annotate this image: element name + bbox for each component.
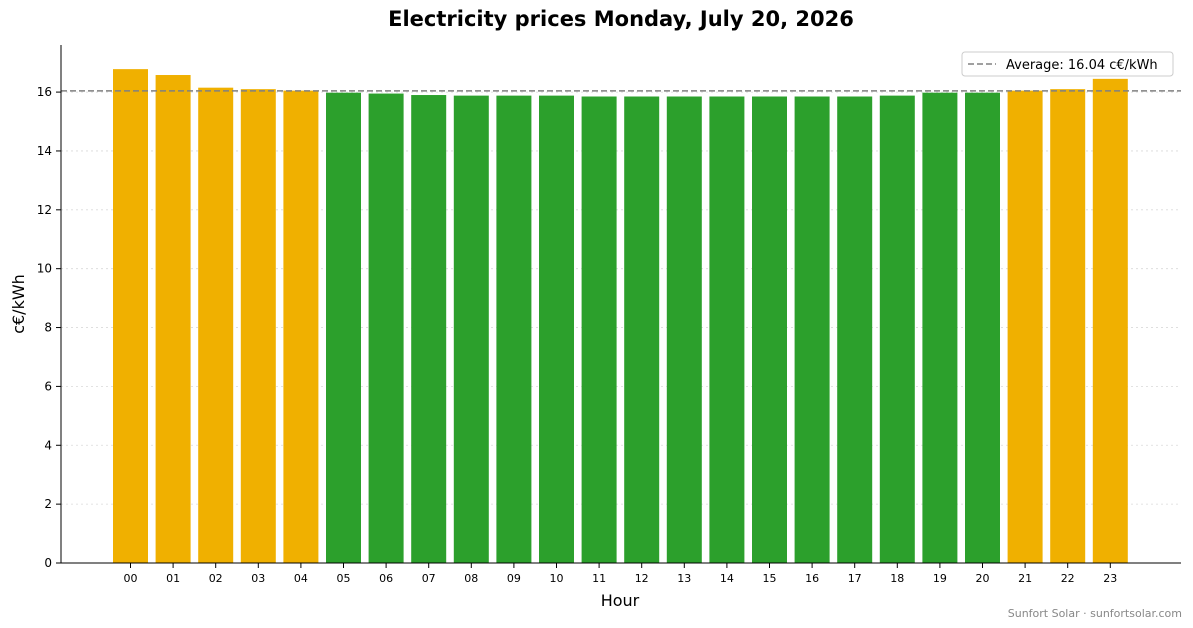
- x-tick-label: 17: [848, 572, 862, 585]
- y-ticks: 0 2 4 6 8 10 12 14 16: [37, 85, 61, 570]
- bar-hour-08: [453, 95, 489, 563]
- x-tick-label: 07: [422, 572, 436, 585]
- x-tick-label: 01: [166, 572, 180, 585]
- bar-hour-09: [496, 95, 532, 563]
- bar-hour-18: [879, 95, 915, 563]
- bar-hour-13: [666, 96, 702, 564]
- y-tick-label: 14: [37, 144, 52, 158]
- x-tick-label: 22: [1061, 572, 1075, 585]
- bar-hour-20: [965, 92, 1000, 564]
- y-tick-label: 6: [44, 379, 52, 393]
- x-tick-label: 03: [251, 572, 265, 585]
- x-axis-label: Hour: [601, 591, 640, 610]
- y-axis-label: c€/kWh: [9, 274, 28, 334]
- bar-hour-07: [411, 95, 447, 563]
- footer-credit: Sunfort Solar · sunfortsolar.com: [1008, 607, 1182, 620]
- x-tick-label: 02: [209, 572, 223, 585]
- bar-hour-05: [326, 92, 361, 564]
- bar-hour-21: [1007, 90, 1043, 563]
- x-tick-label: 14: [720, 572, 734, 585]
- bar-hour-17: [837, 96, 873, 564]
- chart-title: Electricity prices Monday, July 20, 2026: [388, 7, 854, 31]
- y-tick-label: 10: [37, 262, 52, 276]
- bar-hour-10: [539, 95, 574, 563]
- x-tick-label: 23: [1103, 572, 1117, 585]
- x-tick-label: 04: [294, 572, 308, 585]
- bar-hour-00: [113, 69, 148, 563]
- bar-hour-23: [1092, 78, 1128, 563]
- x-tick-label: 00: [124, 572, 138, 585]
- y-tick-label: 0: [44, 556, 52, 570]
- bar-hour-15: [752, 96, 787, 564]
- x-tick-label: 16: [805, 572, 819, 585]
- bar-hour-12: [624, 96, 660, 564]
- x-tick-label: 05: [337, 572, 351, 585]
- x-tick-label: 15: [763, 572, 777, 585]
- x-tick-label: 12: [635, 572, 649, 585]
- bar-hour-11: [581, 96, 617, 564]
- bar-hour-03: [240, 89, 276, 563]
- x-tick-label: 09: [507, 572, 521, 585]
- x-tick-label: 21: [1018, 572, 1032, 585]
- bar-hour-06: [368, 93, 404, 563]
- x-tick-label: 11: [592, 572, 606, 585]
- x-ticks: 00 01 02 03 04 05 06 07 08 09 10 11 12 13 14 15 16 17 18 19…: [124, 563, 1117, 585]
- x-tick-label: 10: [550, 572, 564, 585]
- x-tick-label: 13: [677, 572, 691, 585]
- y-tick-label: 4: [44, 438, 52, 452]
- bar-hour-14: [709, 96, 745, 564]
- bar-hour-01: [155, 75, 191, 564]
- bar-hour-19: [922, 92, 958, 564]
- legend-label: Average: 16.04 c€/kWh: [1006, 58, 1158, 73]
- x-tick-label: 06: [379, 572, 393, 585]
- y-tick-label: 8: [44, 321, 52, 335]
- bar-hour-04: [283, 90, 319, 563]
- legend-box: [961, 51, 1174, 77]
- x-tick-label: 20: [976, 572, 990, 585]
- bar-hour-02: [198, 87, 234, 563]
- legend: Average: 16.04 c€/kWh: [961, 51, 1174, 77]
- x-tick-label: 18: [890, 572, 904, 585]
- bars-group: [113, 69, 1128, 564]
- x-tick-label: 08: [464, 572, 478, 585]
- y-tick-label: 16: [37, 85, 52, 99]
- bar-hour-16: [794, 96, 830, 564]
- axes: [60, 45, 1181, 564]
- bar-hour-22: [1050, 89, 1086, 563]
- y-tick-label: 2: [44, 497, 52, 511]
- x-tick-label: 19: [933, 572, 947, 585]
- y-tick-label: 12: [37, 203, 52, 217]
